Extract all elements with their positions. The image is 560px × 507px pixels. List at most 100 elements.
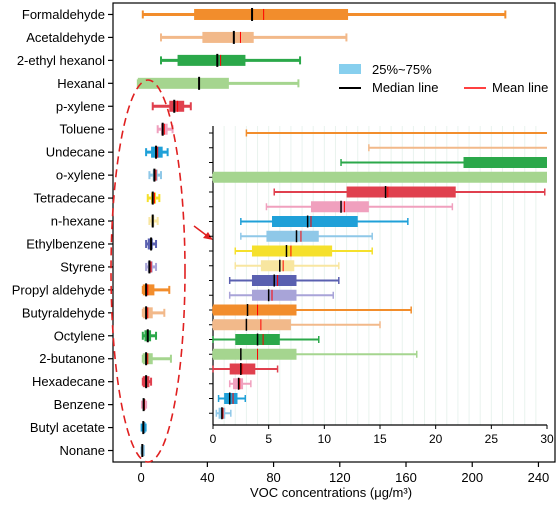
inset-iqr-box (251, 289, 297, 301)
inset-box-13 (212, 318, 381, 331)
legend-box-label: 25%~75% (372, 62, 432, 77)
iqr-box (202, 31, 254, 43)
category-label: Tetradecane (33, 191, 105, 206)
inset-box-7 (240, 230, 373, 243)
dashed-ellipse (110, 79, 186, 463)
box-plot-18 (140, 421, 147, 435)
category-label: Butyraldehyde (22, 305, 105, 320)
main-x-ticks: 0 40 80 120 160 200 240 (138, 462, 550, 485)
box-plot-14 (141, 329, 158, 343)
inset-iqr-box (272, 216, 358, 227)
box-plot-9 (148, 214, 159, 228)
inset-iqr-box (229, 363, 256, 375)
inset-box-5 (265, 200, 454, 213)
inset-box-9 (234, 259, 340, 272)
box-plot-3 (136, 76, 300, 90)
category-label: 2-ethyl hexanol (17, 53, 105, 68)
highlight-ellipse (110, 79, 213, 463)
category-label: Octylene (54, 328, 105, 343)
main-plot-frame (112, 2, 556, 463)
inset-x-tick-label: 10 (318, 432, 332, 446)
inset-zoom-plot: 0 5 10 15 20 25 30 (209, 126, 554, 446)
category-label: Acetaldehyde (26, 30, 105, 45)
inset-box-18 (217, 392, 247, 405)
x-tick-label: 80 (266, 470, 280, 485)
legend: 25%~75% Median line Mean line (339, 62, 548, 95)
x-tick-label: 200 (461, 470, 483, 485)
arrow-head (203, 232, 213, 240)
main-box-series (136, 7, 507, 458)
x-axis-title: VOC concentrations (μg/m³) (250, 485, 412, 500)
inset-iqr-box (266, 230, 319, 242)
inset-box-2 (340, 157, 547, 168)
box-plot-15 (141, 352, 172, 366)
box-plot-19 (140, 444, 145, 458)
inset-x-tick-label: 20 (429, 432, 443, 446)
x-tick-label: 160 (395, 470, 417, 485)
x-tick-label: 40 (200, 470, 214, 485)
category-label: n-hexane (51, 214, 105, 229)
box-plot-1 (160, 30, 348, 44)
inset-iqr-box (213, 348, 297, 360)
box-plot-2 (160, 53, 302, 67)
x-tick-label: 120 (329, 470, 351, 485)
inset-iqr-box (260, 260, 295, 272)
category-label: o-xylene (56, 168, 105, 183)
box-plot-7 (148, 168, 163, 182)
inset-iqr-box (251, 245, 333, 257)
inset-box-12 (212, 304, 412, 316)
inset-box-11 (228, 289, 334, 302)
legend-box-swatch (339, 64, 361, 74)
inset-box-1 (368, 144, 547, 152)
main-category-labels: Formaldehyde Acetaldehyde 2-ethyl hexanol H… (12, 7, 113, 458)
category-label: Benzene (54, 397, 105, 412)
box-plot-12 (141, 283, 171, 297)
inset-box-17 (228, 377, 252, 390)
inset-box-19 (215, 407, 232, 420)
inset-iqr-box (463, 157, 547, 168)
category-label: Propyl aldehyde (12, 282, 105, 297)
category-label: Nonane (59, 443, 105, 458)
inset-box-4 (273, 186, 546, 198)
x-tick-label: 240 (528, 470, 550, 485)
iqr-box (194, 8, 349, 20)
category-label: 2-butanone (39, 351, 105, 366)
iqr-box (141, 445, 145, 457)
iqr-box (137, 77, 229, 89)
category-label: Undecane (46, 145, 105, 160)
box-plot-5 (156, 122, 174, 136)
category-label: Styrene (60, 259, 105, 274)
inset-box-15 (212, 348, 418, 361)
category-label: Hexadecane (32, 374, 105, 389)
category-label: p-xylene (56, 99, 105, 114)
category-label: Toluene (59, 122, 105, 137)
iqr-box (177, 54, 246, 66)
inset-iqr-box (310, 201, 369, 213)
category-label: Formaldehyde (22, 7, 105, 22)
category-label: Butyl acetate (30, 420, 105, 435)
iqr-box (142, 284, 155, 296)
inset-box-14 (212, 333, 320, 346)
box-plot-4 (151, 99, 192, 113)
inset-box-3 (212, 171, 547, 183)
category-label: Ethylbenzene (26, 236, 105, 251)
box-plot-8 (146, 191, 161, 205)
inset-box-6 (240, 215, 409, 228)
box-plot-11 (145, 260, 158, 274)
main-plot-border (112, 2, 556, 463)
iqr-box (169, 100, 185, 112)
inset-box-16 (212, 363, 279, 375)
inset-box-8 (234, 245, 373, 257)
box-plot-6 (145, 145, 169, 159)
inset-box-0 (245, 129, 547, 137)
inset-x-tick-label: 0 (210, 432, 217, 446)
inset-x-tick-label: 5 (265, 432, 272, 446)
inset-x-tick-label: 15 (373, 432, 387, 446)
inset-iqr-box (224, 393, 238, 404)
box-plot-10 (145, 237, 158, 251)
x-tick-label: 0 (138, 470, 145, 485)
inset-box-10 (228, 274, 340, 287)
inset-iqr-box (213, 319, 291, 331)
box-plot-17 (140, 398, 148, 412)
